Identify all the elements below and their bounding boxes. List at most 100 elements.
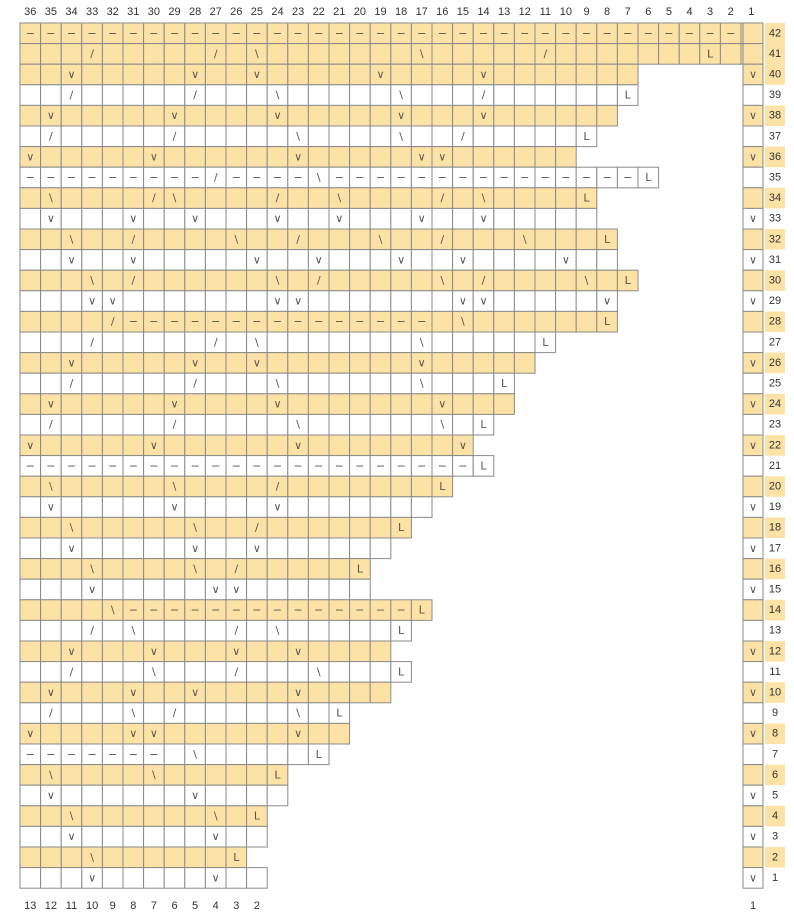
chart-symbol: L <box>480 418 487 431</box>
chart-cell <box>513 310 536 333</box>
chart-cell <box>307 722 330 745</box>
chart-symbol: \ <box>131 624 135 637</box>
chart-cell <box>307 434 330 457</box>
chart-cell <box>431 331 454 354</box>
chart-cell <box>287 393 309 415</box>
row-number: 24 <box>769 398 781 410</box>
chart-symbol: / <box>214 47 218 60</box>
chart-symbol: − <box>396 604 405 617</box>
chart-cell <box>184 249 206 271</box>
chart-cell <box>596 249 618 271</box>
chart-symbol: \ <box>296 130 300 143</box>
chart-cell <box>204 228 227 251</box>
row-number: 3 <box>772 831 778 843</box>
chart-symbol: / <box>131 233 135 246</box>
chart-symbol: \ <box>461 315 465 328</box>
row-number-band <box>765 187 785 209</box>
chart-cell <box>184 434 206 457</box>
chart-cell <box>40 249 62 271</box>
chart-cell <box>390 475 412 498</box>
chart-symbol: ∨ <box>397 109 405 122</box>
chart-cell <box>369 681 392 704</box>
chart-cell <box>555 104 577 127</box>
chart-symbol: − <box>499 171 508 184</box>
chart-symbol: / <box>70 665 74 678</box>
column-number: 5 <box>666 6 672 18</box>
column-number: 5 <box>192 900 198 912</box>
chart-symbol: \ <box>585 274 589 287</box>
chart-symbol: ∨ <box>150 727 158 740</box>
chart-cell <box>184 413 206 436</box>
chart-cell <box>369 146 392 168</box>
chart-cell <box>410 84 433 106</box>
chart-symbol: ∨ <box>418 356 426 369</box>
column-1-cell <box>742 846 764 869</box>
chart-cell <box>369 269 392 292</box>
column-number: 31 <box>127 6 139 18</box>
chart-cell <box>101 228 124 251</box>
chart-symbol: \ <box>317 665 321 678</box>
chart-cell <box>328 84 351 106</box>
chart-symbol: ∨ <box>253 68 261 81</box>
chart-symbol: / <box>152 192 156 205</box>
column-number: 36 <box>24 6 36 18</box>
chart-cell <box>349 331 371 354</box>
chart-cell <box>81 599 103 621</box>
chart-cell <box>60 702 83 724</box>
chart-cell <box>40 331 62 354</box>
chart-cell <box>19 475 42 498</box>
chart-cell <box>369 125 392 148</box>
chart-cell <box>225 475 248 498</box>
chart-cell <box>101 764 124 786</box>
chart-cell <box>225 352 248 374</box>
chart-cell <box>40 290 62 312</box>
column-number: 10 <box>86 900 98 912</box>
row-number: 9 <box>772 707 778 719</box>
chart-symbol: ∨ <box>273 109 281 122</box>
chart-cell <box>143 393 165 415</box>
chart-cell <box>287 558 309 580</box>
chart-cell <box>225 743 248 766</box>
chart-symbol: / <box>461 130 465 143</box>
chart-symbol: ∨ <box>418 212 426 225</box>
chart-symbol: − <box>252 459 261 472</box>
chart-cell <box>204 475 227 498</box>
chart-cell <box>349 619 371 642</box>
chart-cell <box>19 681 42 704</box>
chart-cell <box>184 846 206 869</box>
chart-cell <box>266 743 289 766</box>
chart-symbol: / <box>111 315 115 328</box>
chart-symbol: − <box>541 27 550 40</box>
chart-symbol: ∨ <box>335 212 343 225</box>
chart-cell <box>575 249 598 271</box>
chart-cell <box>431 352 454 374</box>
chart-cell <box>390 393 412 415</box>
column-number: 14 <box>477 6 489 18</box>
chart-cell <box>101 496 124 518</box>
chart-symbol: / <box>276 192 280 205</box>
column-numbers-top: 36 35 34 33 32 31 30 29 28 27 26 25 24 23 22 21 20 19 18 17… <box>24 6 754 18</box>
chart-cell <box>472 249 495 271</box>
chart-cell <box>204 413 227 436</box>
chart-symbol: \ <box>49 480 53 493</box>
chart-cell <box>246 146 268 168</box>
column-1-cell <box>742 22 764 45</box>
chart-cell <box>287 537 309 560</box>
row-number: 22 <box>769 439 781 451</box>
chart-symbol: ∨ <box>294 686 302 699</box>
chart-cell <box>369 207 392 230</box>
chart-cell <box>390 207 412 230</box>
chart-cell <box>349 207 371 230</box>
chart-cell <box>122 434 145 457</box>
row-number: 20 <box>769 481 781 493</box>
chart-cell <box>101 537 124 560</box>
chart-cell <box>266 63 289 86</box>
chart-symbol: − <box>314 604 323 617</box>
chart-symbol: ∨ <box>150 439 158 452</box>
chart-cell <box>246 578 268 601</box>
chart-cell <box>246 413 268 436</box>
chart-symbol: / <box>90 47 94 60</box>
column-number: 35 <box>45 6 57 18</box>
chart-cell <box>184 269 206 292</box>
